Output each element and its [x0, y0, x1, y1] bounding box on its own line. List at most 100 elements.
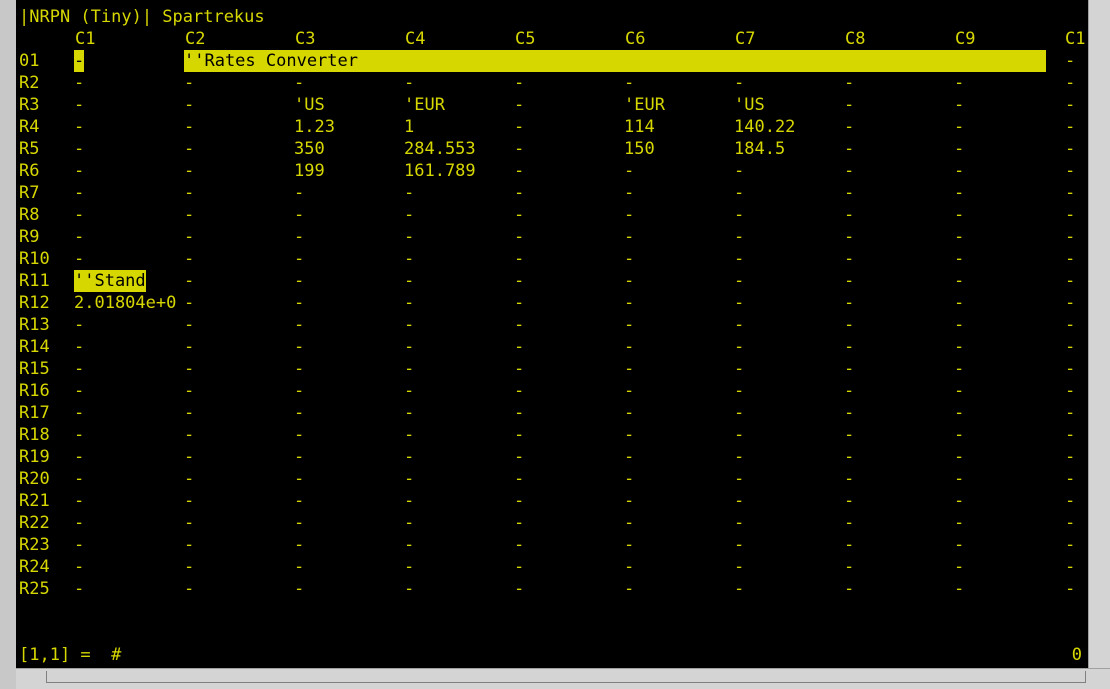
cell[interactable]: -: [294, 183, 305, 203]
cell[interactable]: -: [184, 557, 195, 577]
cell[interactable]: -: [184, 447, 195, 467]
cell[interactable]: -: [294, 403, 305, 423]
cell[interactable]: -: [514, 227, 525, 247]
cell[interactable]: -: [184, 535, 195, 555]
cell[interactable]: -: [1065, 425, 1076, 445]
cell[interactable]: -: [844, 73, 855, 93]
cell[interactable]: -: [294, 205, 305, 225]
cell[interactable]: -: [624, 161, 635, 181]
cell[interactable]: -: [514, 469, 525, 489]
cell[interactable]: -: [1065, 271, 1076, 291]
cell[interactable]: -: [294, 293, 305, 313]
cell[interactable]: -: [294, 249, 305, 269]
cell[interactable]: -: [734, 513, 745, 533]
cell[interactable]: -: [514, 425, 525, 445]
cell[interactable]: -: [844, 249, 855, 269]
cell[interactable]: -: [184, 579, 195, 599]
cell[interactable]: -: [74, 205, 85, 225]
cell[interactable]: -: [514, 535, 525, 555]
cell[interactable]: -: [844, 139, 855, 159]
cell[interactable]: -: [1065, 337, 1076, 357]
cell[interactable]: -: [514, 293, 525, 313]
cell[interactable]: -: [624, 447, 635, 467]
cell[interactable]: -: [624, 403, 635, 423]
cell[interactable]: -: [1065, 73, 1076, 93]
cell[interactable]: -: [294, 227, 305, 247]
cell[interactable]: -: [1065, 95, 1076, 115]
cell[interactable]: -: [404, 73, 415, 93]
cell[interactable]: -: [74, 315, 85, 335]
cell[interactable]: -: [294, 535, 305, 555]
cell[interactable]: -: [404, 491, 415, 511]
cell[interactable]: -: [294, 557, 305, 577]
cell[interactable]: -: [734, 403, 745, 423]
cell[interactable]: -: [954, 535, 965, 555]
cell[interactable]: -: [954, 183, 965, 203]
cell[interactable]: -: [954, 161, 965, 181]
cell[interactable]: -: [844, 381, 855, 401]
cell[interactable]: -: [184, 227, 195, 247]
cell[interactable]: -: [514, 73, 525, 93]
cell[interactable]: -: [184, 73, 195, 93]
cell[interactable]: -: [74, 491, 85, 511]
cell[interactable]: -: [624, 183, 635, 203]
cell[interactable]: -: [184, 293, 195, 313]
cell[interactable]: -: [294, 425, 305, 445]
cell[interactable]: -: [184, 249, 195, 269]
cell[interactable]: -: [184, 337, 195, 357]
cell[interactable]: -: [844, 425, 855, 445]
cell[interactable]: -: [844, 117, 855, 137]
cell[interactable]: -: [514, 315, 525, 335]
cell[interactable]: -: [624, 469, 635, 489]
cell[interactable]: -: [954, 315, 965, 335]
cell[interactable]: -: [734, 293, 745, 313]
cell[interactable]: -: [514, 337, 525, 357]
cell[interactable]: -: [1065, 403, 1076, 423]
cell[interactable]: -: [624, 557, 635, 577]
cell[interactable]: -: [404, 403, 415, 423]
cell[interactable]: -: [734, 425, 745, 445]
cell[interactable]: -: [294, 579, 305, 599]
cell[interactable]: -: [1065, 183, 1076, 203]
cell[interactable]: -: [1065, 139, 1076, 159]
cell[interactable]: -: [294, 73, 305, 93]
cell[interactable]: -: [954, 359, 965, 379]
cell[interactable]: -: [404, 469, 415, 489]
cell[interactable]: -: [404, 447, 415, 467]
cell[interactable]: -: [74, 95, 85, 115]
cell[interactable]: -: [844, 271, 855, 291]
cell[interactable]: -: [734, 535, 745, 555]
cell[interactable]: -: [734, 227, 745, 247]
cell[interactable]: -: [734, 579, 745, 599]
cell[interactable]: -: [294, 315, 305, 335]
cell[interactable]: -: [184, 161, 195, 181]
cell[interactable]: -: [844, 183, 855, 203]
cell[interactable]: -: [514, 117, 525, 137]
cell[interactable]: -: [74, 359, 85, 379]
cell[interactable]: -: [624, 513, 635, 533]
cell[interactable]: ''Stand: [74, 270, 146, 292]
cell[interactable]: -: [404, 315, 415, 335]
cell[interactable]: -: [514, 95, 525, 115]
cell[interactable]: -: [734, 271, 745, 291]
cell[interactable]: 184.5: [734, 139, 786, 159]
cell[interactable]: -: [734, 359, 745, 379]
cell[interactable]: -: [404, 293, 415, 313]
cell[interactable]: -: [404, 183, 415, 203]
cell[interactable]: -: [624, 315, 635, 335]
cell[interactable]: -: [514, 557, 525, 577]
cell[interactable]: -: [184, 359, 195, 379]
cell[interactable]: -: [624, 337, 635, 357]
cell[interactable]: -: [514, 183, 525, 203]
cell[interactable]: -: [74, 161, 85, 181]
cell[interactable]: -: [844, 491, 855, 511]
horizontal-scrollbar[interactable]: [16, 668, 1110, 689]
cell[interactable]: -: [74, 117, 85, 137]
cell[interactable]: -: [294, 271, 305, 291]
cell[interactable]: -: [1065, 557, 1076, 577]
cell[interactable]: -: [844, 469, 855, 489]
cell[interactable]: -: [954, 271, 965, 291]
cell[interactable]: -: [954, 381, 965, 401]
cell[interactable]: -: [404, 381, 415, 401]
cell[interactable]: -: [74, 403, 85, 423]
